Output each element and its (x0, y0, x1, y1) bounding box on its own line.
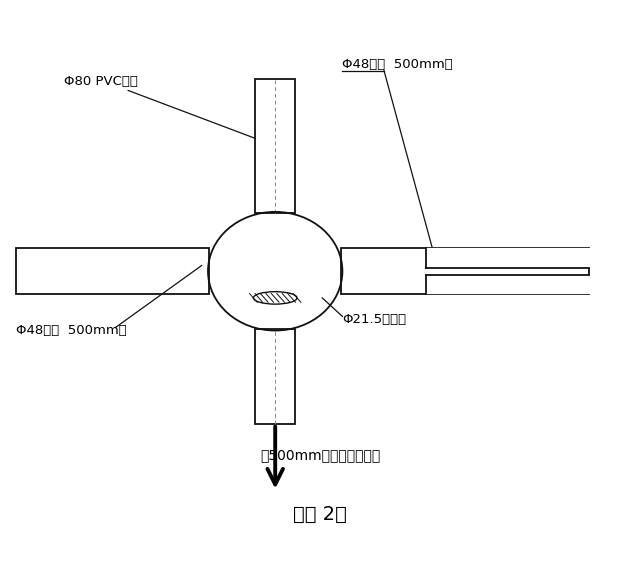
Text: Φ80 PVC套管: Φ80 PVC套管 (64, 75, 138, 89)
Bar (426, 275, 595, 294)
Text: 将500mm短管穿过钢丝绳: 将500mm短管穿过钢丝绳 (260, 448, 380, 462)
Text: （图 2）: （图 2） (293, 505, 347, 524)
Text: Φ48钢管  500mm长: Φ48钢管 500mm长 (16, 324, 127, 337)
Bar (341, 248, 589, 294)
Bar (255, 79, 295, 213)
Bar (16, 248, 209, 294)
Text: Φ21.5钢丝绳: Φ21.5钢丝绳 (342, 312, 406, 326)
Bar (255, 329, 295, 424)
Bar (426, 248, 595, 268)
Text: Φ48钢管  500mm长: Φ48钢管 500mm长 (342, 58, 453, 72)
Ellipse shape (253, 292, 297, 304)
